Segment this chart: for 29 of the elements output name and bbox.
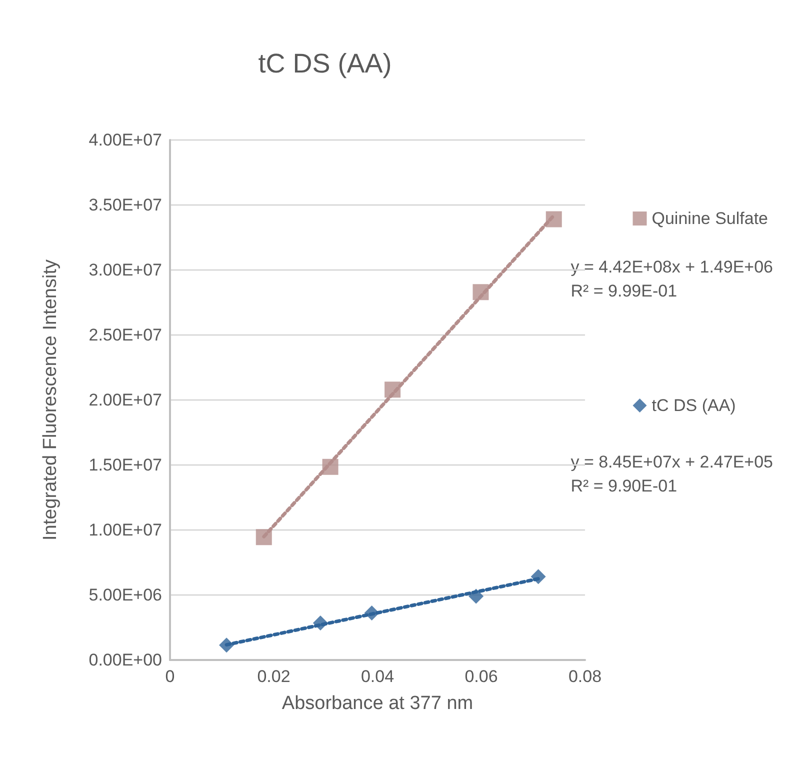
y-tick-label: 5.00E+06 — [88, 586, 162, 604]
x-tick-label: 0.08 — [568, 667, 602, 686]
y-axis-title: Integrated Fluorescence Intensity — [40, 259, 61, 540]
point — [219, 638, 234, 653]
y-tick-label: 2.50E+07 — [88, 326, 162, 344]
x-tick-label: 0 — [165, 667, 175, 686]
y-tick-label: 1.50E+07 — [88, 456, 162, 474]
y-tick-label: 2.00E+07 — [88, 390, 162, 410]
point — [530, 569, 546, 584]
legend-label: tC DS (AA) — [652, 396, 736, 415]
x-tick-label: 0.06 — [464, 667, 498, 686]
point — [364, 605, 380, 620]
chart-title: tC DS (AA) — [258, 48, 392, 78]
y-tick-label: 1.00E+07 — [88, 520, 162, 540]
point — [468, 588, 484, 604]
y-tick-label: 3.00E+07 — [88, 260, 162, 280]
point — [384, 382, 401, 398]
x-tick-label: 0.04 — [360, 667, 394, 686]
point — [546, 211, 562, 228]
point — [472, 284, 489, 300]
legend-label: Quinine Sulfate — [652, 209, 768, 228]
x-tick-label: 0.02 — [257, 667, 290, 686]
point — [312, 615, 328, 630]
x-axis-title: Absorbance at 377 nm — [282, 693, 474, 714]
point — [256, 529, 272, 546]
y-tick-label: 0.00E+00 — [88, 650, 162, 670]
y-tick-label: 4.00E+07 — [88, 130, 162, 150]
point — [322, 458, 338, 475]
y-tick-label: 3.50E+07 — [88, 196, 162, 214]
